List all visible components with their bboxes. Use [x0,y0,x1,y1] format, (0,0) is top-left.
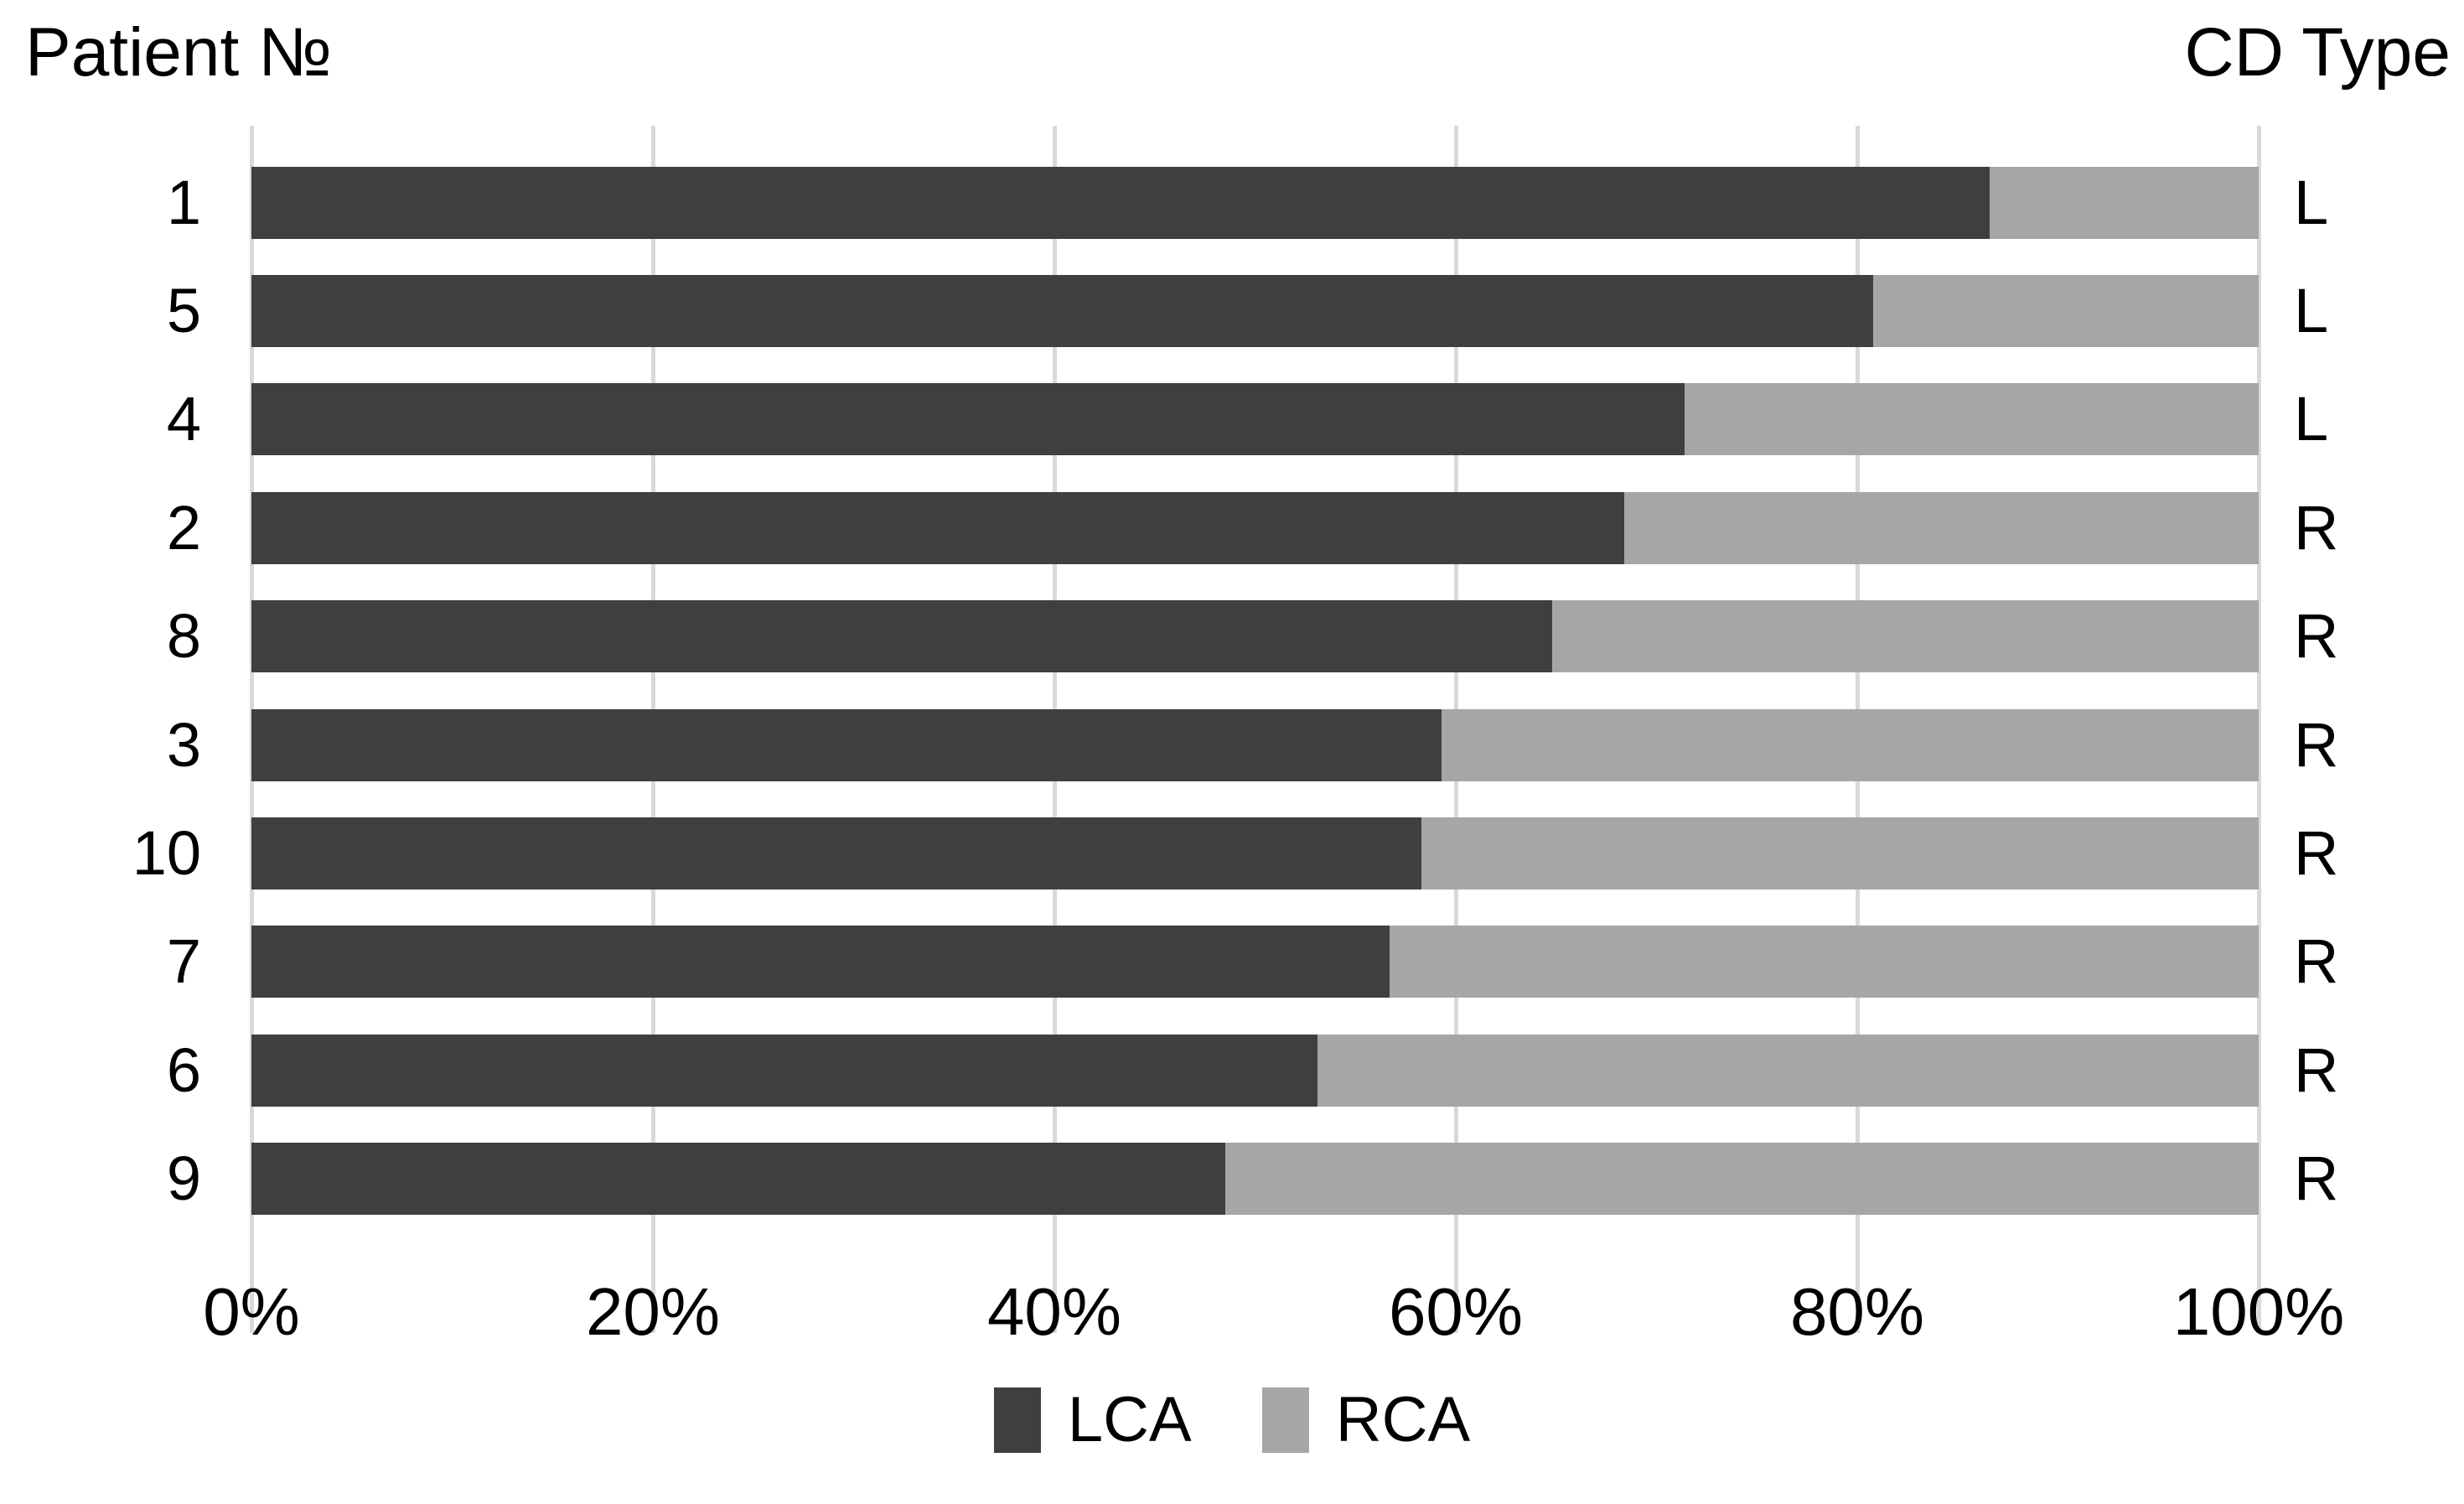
bar-rows: 1 L 5 L 4 [132,148,2338,1233]
rca-segment [1224,1143,2259,1216]
x-tick-20: 20% [585,1274,721,1349]
patient-label: 3 [166,709,201,780]
cd-type-label: L [2294,384,2329,454]
patient-label: 7 [166,926,201,997]
lca-segment [251,600,1552,673]
bar-row: 9 R [167,1125,2338,1233]
legend-item-rca: RCA [1261,1384,1471,1455]
lca-swatch-icon [993,1387,1041,1453]
bar-row: 5 L [167,257,2328,365]
bar-row: 10 R [132,799,2338,907]
rca-swatch-icon [1261,1387,1309,1453]
bar-row: 2 R [167,474,2338,582]
bar-row: 3 R [167,691,2338,799]
lca-segment [251,383,1685,456]
x-tick-0: 0% [203,1274,300,1349]
gridline-100 [2256,126,2261,1333]
rca-segment [1990,166,2259,239]
x-tick-100: 100% [2172,1274,2345,1349]
cd-type-label: R [2294,601,2339,672]
plot-area: 1 L 5 L 4 [132,126,2338,1333]
patient-label: 1 [166,167,201,237]
legend-label-rca: RCA [1335,1384,1471,1455]
lca-segment [251,1034,1317,1107]
rca-segment [1685,383,2259,456]
x-axis: 0% 20% 40% 60% 80% 100% [203,1274,2344,1362]
left-axis-title: Patient № [25,14,333,91]
lca-segment [251,166,1990,239]
bar-row: 4 L [167,366,2328,474]
patient-label: 10 [132,818,201,889]
cd-type-label: R [2294,1035,2339,1105]
bar-row: 1 L [167,148,2328,257]
legend: LCA RCA [0,1387,2464,1453]
bar-row: 8 R [167,583,2338,691]
cd-type-label: R [2294,1144,2339,1214]
x-tick-40: 40% [986,1274,1122,1349]
patient-label: 6 [166,1035,201,1105]
legend-item-lca: LCA [993,1384,1192,1455]
bar-row: 7 R [167,908,2338,1016]
lca-segment [251,1143,1225,1216]
cd-type-label: R [2294,818,2339,889]
cd-type-label: R [2294,926,2339,997]
patient-label: 5 [166,276,201,346]
rca-segment [1624,491,2259,564]
rca-segment [1389,926,2259,998]
stacked-bar [251,166,2259,239]
lca-segment [251,926,1390,998]
cd-type-label: L [2294,276,2329,346]
cd-type-label: R [2294,492,2339,563]
rca-segment [1317,1034,2259,1107]
stacked-bar [251,491,2259,564]
x-tick-80: 80% [1789,1274,1925,1349]
lca-segment [251,817,1422,890]
stacked-bar [251,817,2259,890]
lca-segment [251,708,1442,781]
x-tick-60: 60% [1388,1274,1524,1349]
stacked-bar [251,926,2259,998]
cd-type-label: R [2294,709,2339,780]
patient-label: 8 [166,601,201,672]
stacked-bar [251,383,2259,456]
right-axis-title: CD Type [2184,14,2451,91]
stacked-bar [251,600,2259,673]
lca-segment [251,491,1625,564]
patient-label: 9 [166,1144,201,1214]
cd-type-label: L [2294,167,2329,237]
patient-label: 4 [166,384,201,454]
rca-segment [1551,600,2259,673]
legend-label-lca: LCA [1067,1384,1192,1455]
bar-row: 6 R [167,1016,2338,1124]
lca-segment [251,275,1874,348]
rca-segment [1442,708,2259,781]
rca-segment [1873,275,2259,348]
stacked-bar [251,708,2259,781]
patient-label: 2 [166,492,201,563]
stacked-bar [251,275,2259,348]
rca-segment [1421,817,2259,890]
stacked-bar [251,1143,2259,1216]
stacked-bar [251,1034,2259,1107]
